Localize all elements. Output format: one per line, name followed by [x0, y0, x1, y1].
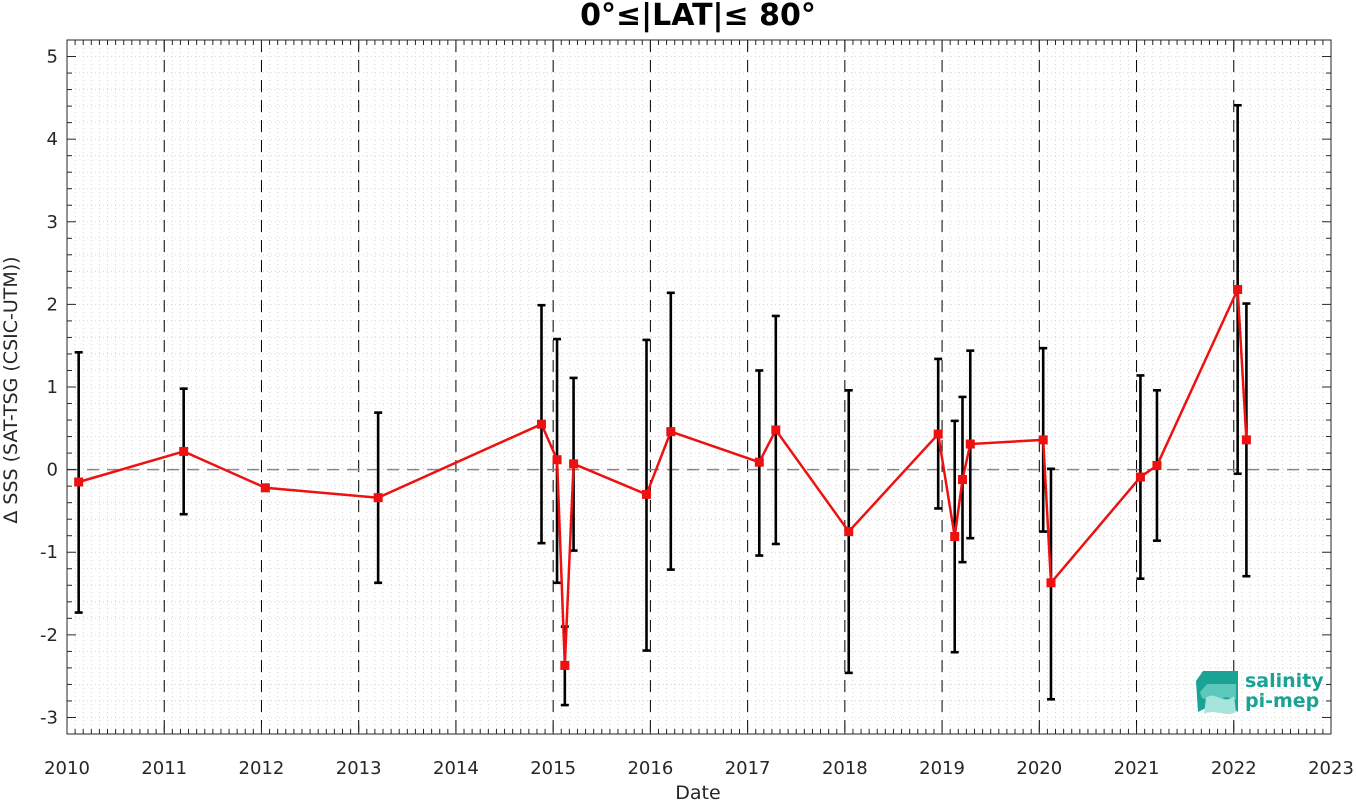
logo-text-salinity: salinity: [1245, 670, 1324, 692]
y-tick-label: 2: [47, 294, 58, 315]
data-point-marker: [965, 439, 975, 449]
data-point-marker: [957, 475, 967, 485]
wave-logo-icon: [1196, 671, 1238, 714]
x-axis-label: Date: [675, 782, 720, 801]
y-tick-label: 5: [47, 47, 58, 68]
x-tick-label: 2010: [44, 758, 90, 779]
x-tick-label: 2016: [627, 758, 673, 779]
data-point-marker: [1152, 460, 1162, 470]
plot-frame: [66, 39, 1332, 735]
data-point-marker: [754, 457, 764, 467]
x-tick-label: 2012: [239, 758, 285, 779]
y-tick-label: 0: [47, 460, 58, 481]
data-point-marker: [179, 446, 189, 456]
data-point-marker: [560, 660, 570, 670]
x-tick-label: 2013: [336, 758, 382, 779]
data-point-marker: [641, 489, 651, 499]
series-markers: [74, 285, 1251, 670]
x-tick-label: 2020: [1016, 758, 1062, 779]
data-point-marker: [933, 429, 943, 439]
x-tick-label: 2011: [141, 758, 187, 779]
x-tick-label: 2018: [822, 758, 868, 779]
data-point-marker: [569, 459, 579, 469]
year-separators: [163, 40, 1235, 734]
y-tick-label: 3: [47, 212, 58, 233]
x-tick-label: 2014: [433, 758, 479, 779]
data-point-marker: [373, 493, 383, 503]
data-point-marker: [260, 483, 270, 493]
data-point-marker: [536, 419, 546, 429]
y-tick-label: -3: [40, 707, 58, 728]
data-point-marker: [1038, 435, 1048, 445]
y-tick-label: 1: [47, 377, 58, 398]
data-point-marker: [1135, 472, 1145, 482]
x-tick-label: 2022: [1211, 758, 1257, 779]
x-tick-label: 2021: [1114, 758, 1160, 779]
salinity-pimep-logo: salinity pi-mep: [1196, 670, 1324, 714]
x-tick-label: 2015: [530, 758, 576, 779]
data-point-marker: [666, 427, 676, 437]
x-tick-label: 2019: [919, 758, 965, 779]
data-point-marker: [950, 532, 960, 542]
data-point-marker: [1241, 435, 1251, 445]
data-point-marker: [552, 455, 562, 465]
minor-grid: [66, 39, 1332, 735]
chart-title: 0°≤|LAT|≤ 80°: [580, 0, 816, 33]
logo-text-pimep: pi-mep: [1245, 690, 1319, 712]
y-tick-label: 4: [47, 129, 58, 150]
x-tick-labels: 2010 2011 2012 2013 2014 2015 2016 2017 2018 2019…: [44, 758, 1354, 779]
x-tick-label: 2017: [725, 758, 771, 779]
data-point-marker: [1233, 285, 1243, 295]
data-point-marker: [771, 425, 781, 435]
y-axis-label: Δ SSS (SAT-TSG (CSIC-UTM)): [0, 256, 22, 523]
y-tick-label: -2: [40, 625, 58, 646]
data-point-marker: [74, 477, 84, 487]
data-point-marker: [1046, 578, 1056, 588]
y-tick-label: -1: [40, 542, 58, 563]
x-tick-label: 2023: [1308, 758, 1354, 779]
data-point-marker: [844, 527, 854, 537]
y-tick-labels: -3 -2 -1 0 1 2 3 4 5: [40, 47, 58, 729]
